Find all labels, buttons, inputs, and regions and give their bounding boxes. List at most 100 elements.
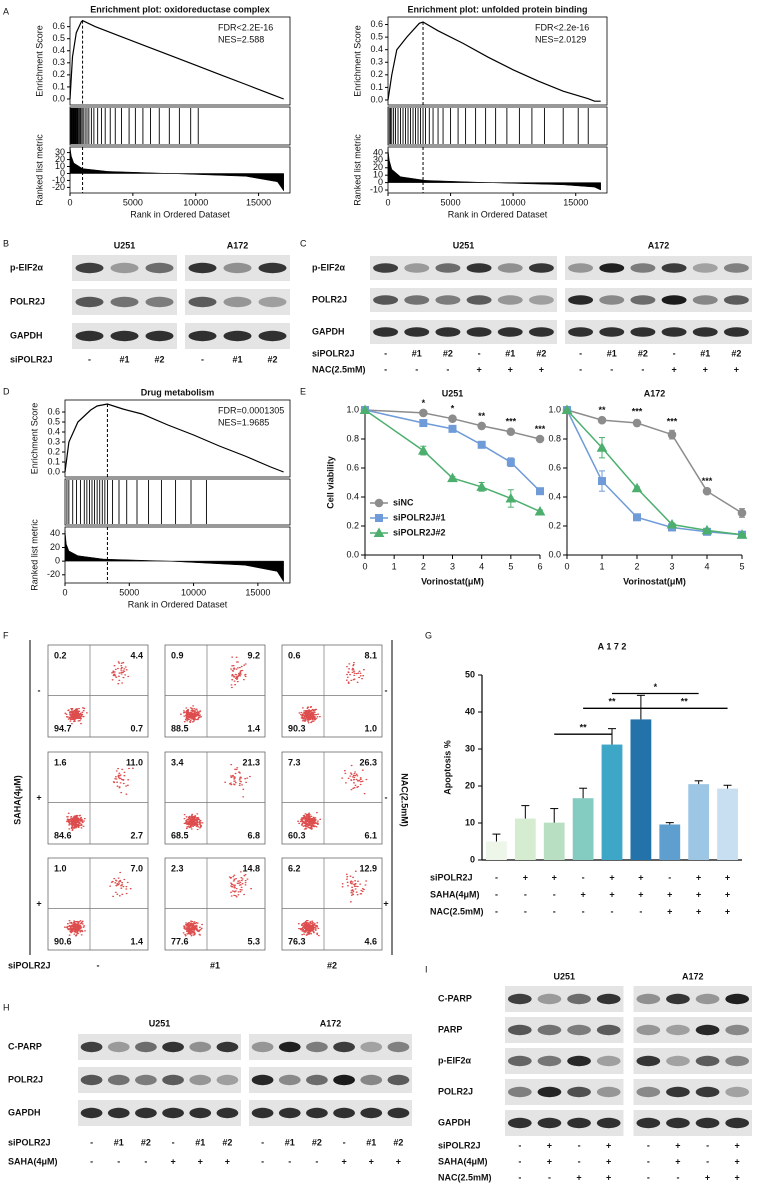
- y2-axis-label: Ranked list metric: [352, 134, 362, 206]
- x-tick-label: 0: [362, 561, 367, 571]
- condition-value: -: [88, 354, 91, 364]
- condition-label: SAHA(4μM): [430, 889, 480, 899]
- condition-value: +: [606, 1140, 611, 1150]
- condition-value: #2: [638, 348, 648, 358]
- blot-band: [110, 262, 139, 274]
- blot-band: [630, 263, 656, 273]
- quadrant-value: 5.3: [247, 936, 260, 946]
- annotation: FDR=0.0001305: [218, 405, 284, 415]
- blot-band: [596, 1117, 621, 1129]
- x-tick-label: 1: [392, 561, 397, 571]
- marker: [666, 519, 678, 529]
- condition-value: #2: [154, 354, 164, 364]
- condition-value: -: [261, 1137, 264, 1147]
- quadrant-value: 1.0: [54, 863, 67, 873]
- marker: [633, 513, 641, 522]
- blot-band: [661, 327, 687, 337]
- blot-band: [666, 1117, 690, 1129]
- panel-label: F: [3, 630, 9, 640]
- blot-band: [695, 1055, 720, 1067]
- quadrant-value: 1.6: [54, 757, 67, 767]
- condition-value: -: [172, 1137, 175, 1147]
- blot-band: [636, 1117, 661, 1129]
- blot-band: [528, 263, 554, 273]
- panel-label: C: [300, 238, 307, 248]
- chart-title: Enrichment plot: oxidoreductase complex: [90, 4, 270, 14]
- blot-band: [278, 1041, 301, 1053]
- quadrant-value: 8.1: [364, 650, 377, 660]
- y-tick-label: 0.2: [370, 69, 383, 79]
- y-tick-label: 0.6: [52, 21, 65, 31]
- condition-value: #2: [731, 348, 741, 358]
- legend-label: siNC: [393, 497, 414, 507]
- blot-band: [497, 295, 523, 305]
- blot-strip: [78, 1034, 241, 1060]
- quadrant-value: 0.6: [288, 650, 301, 660]
- condition-label: siPOLR2J: [8, 1137, 51, 1147]
- blot-band: [435, 327, 461, 337]
- significance: *: [654, 682, 658, 692]
- blot-band: [107, 1074, 130, 1086]
- blot-band: [596, 1055, 621, 1067]
- blot-band: [567, 1055, 591, 1067]
- marker: [737, 508, 747, 518]
- group-header: A172: [648, 240, 670, 250]
- blot-band: [404, 263, 430, 273]
- blot-band: [278, 1107, 301, 1119]
- condition-value: #2: [393, 1137, 403, 1147]
- blot-band: [661, 295, 687, 305]
- quadrant-value: 6.1: [364, 830, 377, 840]
- blot-band: [695, 1086, 720, 1098]
- series-line: [566, 409, 743, 514]
- y-axis-label: Apoptosis %: [442, 740, 452, 795]
- significance: ***: [702, 476, 713, 486]
- side-value: -: [385, 792, 388, 802]
- condition-value: #2: [443, 348, 453, 358]
- y2-tick-label: 30: [55, 147, 65, 157]
- flow-events: [182, 871, 253, 937]
- y2-tick-label: 10: [55, 161, 65, 171]
- marker: [535, 434, 545, 444]
- blot-band: [278, 1074, 301, 1086]
- blot-band: [466, 295, 492, 305]
- blot-band: [725, 993, 750, 1005]
- significance: ***: [632, 407, 643, 417]
- annotation: NES=2.0129: [535, 34, 586, 44]
- condition-value: -: [343, 1137, 346, 1147]
- y2-tick-label: -10: [52, 175, 65, 185]
- condition-value: +: [396, 1156, 401, 1166]
- blot-strip: [78, 1067, 241, 1093]
- x-tick-label: 3: [450, 561, 455, 571]
- quadrant-value: 88.5: [171, 723, 189, 733]
- y-tick-label: 0.2: [548, 520, 561, 530]
- marker: [477, 440, 486, 449]
- blot-band: [537, 1024, 562, 1036]
- y-tick-label: 0.1: [47, 456, 60, 466]
- y-tick-label: 0.2: [346, 520, 359, 530]
- blot-band: [537, 1055, 562, 1067]
- blot-band: [507, 1055, 532, 1067]
- quadrant-value: 76.3: [288, 936, 306, 946]
- row-label: p-EIF2α: [312, 262, 346, 272]
- quadrant-value: 12.9: [359, 863, 377, 873]
- y-tick-label: 0.0: [47, 466, 60, 476]
- condition-value: -: [415, 364, 418, 374]
- marker: [359, 404, 371, 414]
- plot-frame: [69, 106, 291, 146]
- x-axis-label: Rank in Ordered Dataset: [448, 209, 548, 219]
- condition-value: -: [647, 1156, 650, 1166]
- blot-band: [110, 296, 139, 308]
- blot-band: [630, 295, 656, 305]
- chart-title: A172: [644, 388, 666, 398]
- x-tick-label: 4: [479, 561, 484, 571]
- group-header: A172: [682, 971, 704, 981]
- blot-band: [216, 1074, 239, 1086]
- marker: [375, 514, 383, 522]
- y2-axis-label: Ranked list metric: [34, 134, 44, 206]
- chart-title: A 1 7 2: [598, 641, 627, 651]
- blot-band: [75, 262, 104, 274]
- marker: [598, 477, 606, 486]
- plot-frame: [64, 478, 291, 526]
- quadrant-value: 11.0: [126, 757, 143, 767]
- ranked-metric: [387, 149, 601, 191]
